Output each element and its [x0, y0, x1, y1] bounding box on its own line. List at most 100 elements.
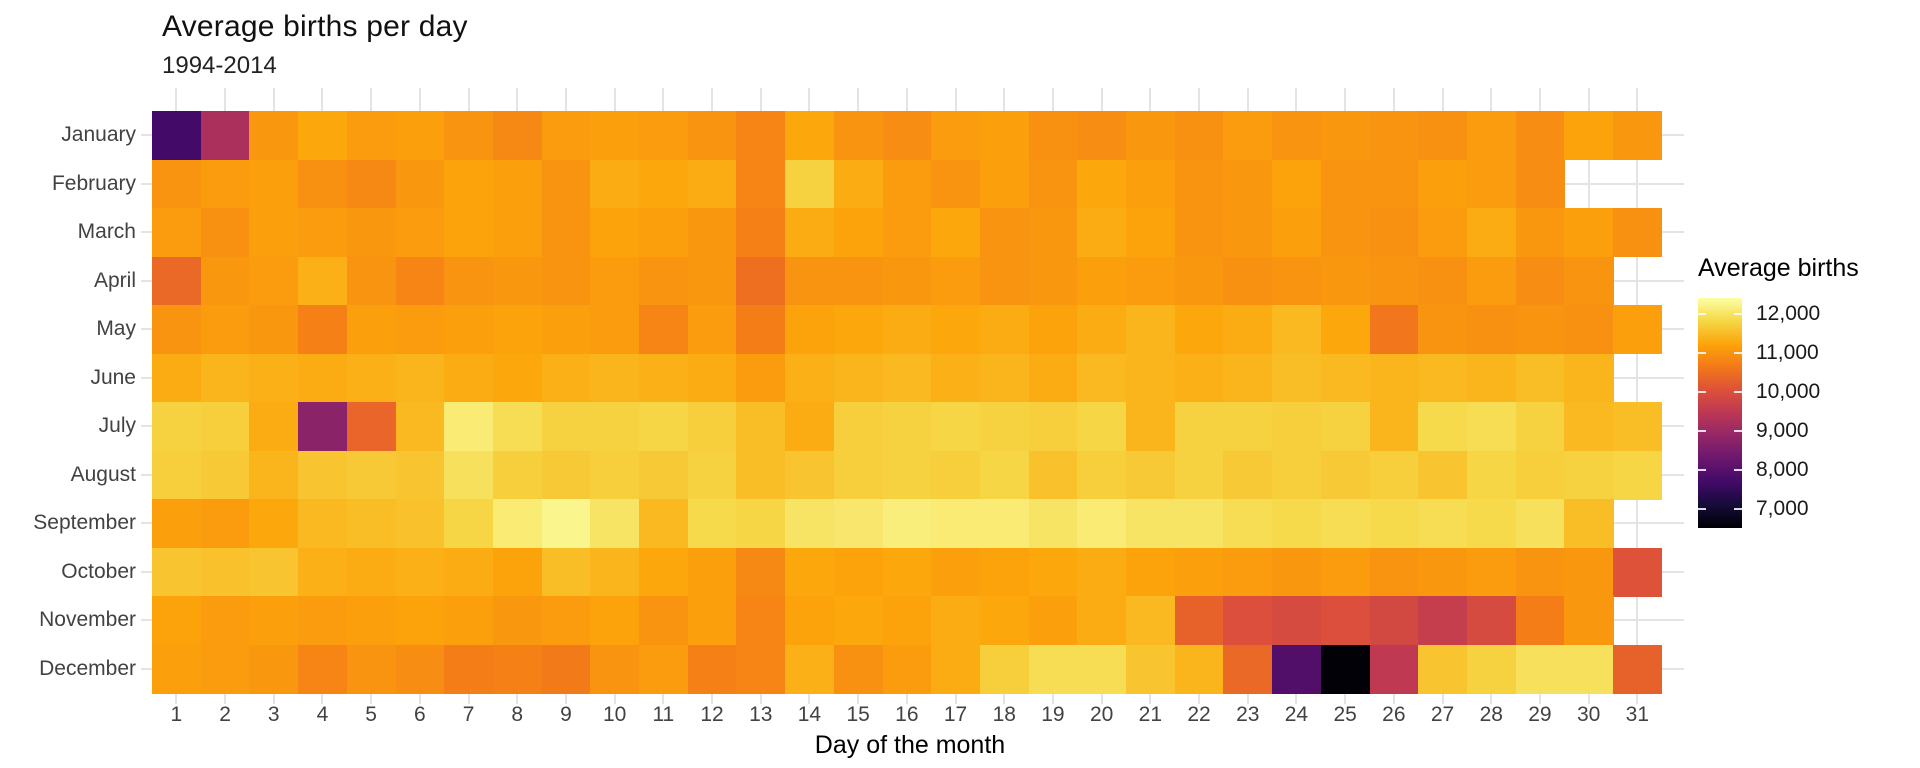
heatmap-cell [200, 644, 250, 694]
heatmap-cell [1515, 596, 1565, 646]
heatmap-cell [1077, 450, 1127, 500]
heatmap-cell [1515, 208, 1565, 258]
x-axis-label: 4 [316, 703, 329, 726]
heatmap-cell [1320, 450, 1371, 500]
heatmap-cell [249, 208, 299, 258]
heatmap-cell [590, 111, 640, 161]
heatmap-cell [1369, 450, 1419, 500]
heatmap-cell [492, 499, 543, 549]
heatmap-cell [1223, 499, 1273, 549]
heatmap-cell [590, 499, 640, 549]
heatmap-cell [979, 402, 1030, 452]
heatmap-cell [444, 547, 494, 597]
legend-tick-mark-right [1734, 390, 1742, 393]
heatmap-cell [1564, 256, 1614, 306]
heatmap-cell [639, 159, 689, 209]
heatmap-cell [736, 111, 786, 161]
heatmap-cell [1418, 159, 1468, 209]
heatmap-cell [1613, 644, 1663, 694]
heatmap-cell [687, 159, 737, 209]
heatmap-cell [1466, 450, 1517, 500]
heatmap-cell [346, 159, 397, 209]
heatmap-cell [639, 499, 689, 549]
heatmap-cell [979, 499, 1030, 549]
heatmap-cell [1223, 353, 1273, 403]
heatmap-cell [346, 353, 397, 403]
heatmap-cell [249, 402, 299, 452]
heatmap-cell [1466, 208, 1517, 258]
heatmap-cell [833, 596, 884, 646]
heatmap-cell [1320, 499, 1371, 549]
x-axis-label: 24 [1284, 703, 1309, 726]
heatmap-cell [1418, 353, 1468, 403]
heatmap-cell [541, 256, 591, 306]
heatmap-cell [152, 305, 202, 355]
heatmap-cell [1320, 111, 1371, 161]
heatmap-cell [1515, 547, 1565, 597]
heatmap-cell [590, 402, 640, 452]
heatmap-cell [1028, 596, 1078, 646]
heatmap-cell [639, 256, 689, 306]
heatmap-cell [1272, 450, 1322, 500]
legend-tick-mark-right [1734, 312, 1742, 315]
heatmap-cell [1174, 547, 1224, 597]
heatmap-cell [395, 305, 445, 355]
heatmap-cell [1028, 256, 1078, 306]
heatmap-cell [1320, 305, 1371, 355]
heatmap-cell [1320, 208, 1371, 258]
heatmap-cell [931, 596, 981, 646]
heatmap-cell [152, 402, 202, 452]
heatmap-cell [1223, 208, 1273, 258]
heatmap-cell [931, 499, 981, 549]
heatmap-cell [1028, 644, 1078, 694]
heatmap-cell [785, 353, 835, 403]
heatmap-cell [1272, 644, 1322, 694]
legend-tick-mark-left [1698, 390, 1706, 393]
heatmap-cell [249, 499, 299, 549]
heatmap-cell [152, 596, 202, 646]
heatmap-cell [298, 256, 348, 306]
heatmap-cell [1272, 402, 1322, 452]
y-axis-label: November [39, 608, 136, 632]
heatmap-cell [1174, 111, 1224, 161]
heatmap-cell [346, 450, 397, 500]
heatmap-cell [298, 644, 348, 694]
heatmap-cell [1077, 644, 1127, 694]
y-axis-label: February [51, 171, 136, 195]
heatmap-cell [444, 450, 494, 500]
heatmap-cell [200, 596, 250, 646]
heatmap-cell [639, 208, 689, 258]
heatmap-cell [1369, 499, 1419, 549]
heatmap-cell [882, 256, 932, 306]
legend-tick-mark-left [1698, 507, 1706, 510]
heatmap-cell [1515, 450, 1565, 500]
heatmap-cell [639, 596, 689, 646]
legend-gradient-bar [1698, 298, 1742, 528]
x-axis-label: 13 [749, 703, 773, 726]
heatmap-cell [1272, 256, 1322, 306]
heatmap-cell [1028, 353, 1078, 403]
heatmap-cell [1369, 111, 1419, 161]
heatmap-cell [492, 402, 543, 452]
heatmap-cell [492, 353, 543, 403]
heatmap-cell [492, 547, 543, 597]
heatmap-cell [444, 596, 494, 646]
heatmap-cell [833, 159, 884, 209]
heatmap-cell [298, 305, 348, 355]
heatmap-cell [882, 353, 932, 403]
heatmap-cell [882, 208, 932, 258]
heatmap-cell [1466, 402, 1517, 452]
heatmap-cell [1466, 305, 1517, 355]
x-axis-label: 19 [1041, 703, 1065, 726]
legend-tick-mark-left [1698, 429, 1706, 432]
heatmap-cell [492, 111, 543, 161]
heatmap-cell [1418, 644, 1468, 694]
heatmap-cell [152, 256, 202, 306]
heatmap-cell [1223, 111, 1273, 161]
heatmap-cell [979, 596, 1030, 646]
heatmap-cell [785, 256, 835, 306]
heatmap-cell [1028, 305, 1078, 355]
legend-tick-label: 7,000 [1756, 496, 1809, 520]
heatmap-cell [1272, 111, 1322, 161]
heatmap-cell [200, 450, 250, 500]
